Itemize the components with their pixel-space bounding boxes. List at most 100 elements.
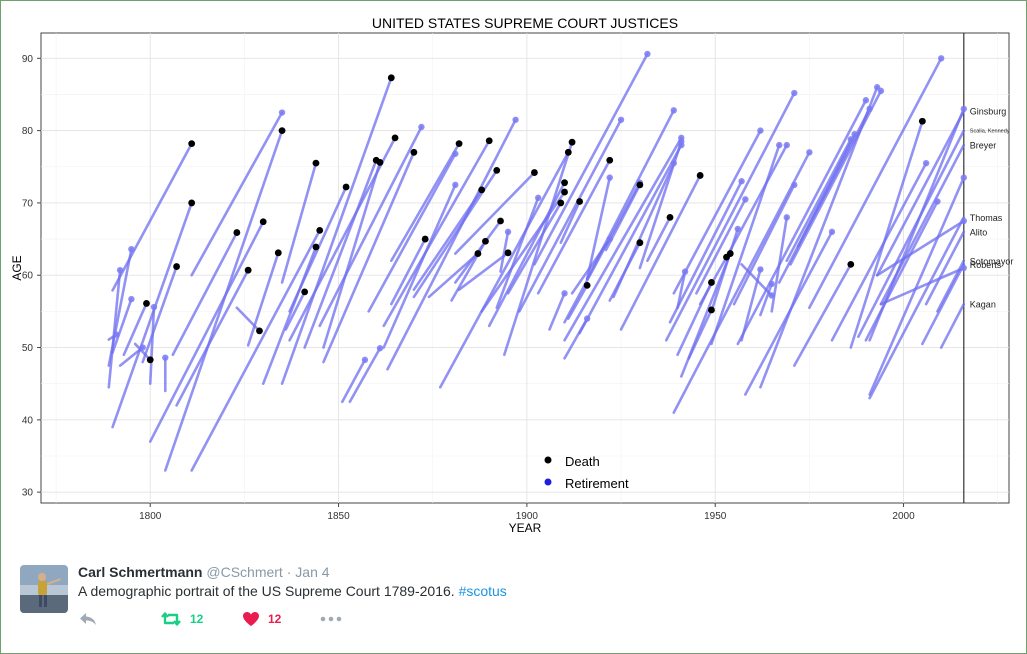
death-point <box>143 300 150 307</box>
death-point <box>301 288 309 296</box>
justice-tenure-line <box>280 161 318 284</box>
author-handle[interactable]: @CSchmert <box>206 564 283 580</box>
tweet-body: A demographic portrait of the US Supreme… <box>78 583 455 599</box>
retirement-point <box>877 87 885 95</box>
justice-tenure-line <box>849 119 924 349</box>
death-point <box>376 159 384 166</box>
justice-tenure-line <box>382 139 491 328</box>
retirement-point <box>806 149 813 156</box>
retirement-point <box>776 141 783 149</box>
retirement-point <box>847 136 855 143</box>
tweet-date[interactable]: Jan 4 <box>295 564 330 580</box>
retirement-point <box>452 181 459 189</box>
justice-tenure-line <box>318 125 423 328</box>
justice-tenure-line <box>808 57 943 310</box>
justice-tenure-line <box>563 181 642 324</box>
death-point <box>666 213 674 221</box>
reply-button[interactable] <box>78 611 98 627</box>
death-point <box>708 279 715 286</box>
chart-title: UNITED STATES SUPREME COURT JUSTICES <box>372 15 678 31</box>
justice-tenure-line <box>454 171 536 255</box>
retweet-button[interactable]: 12 <box>160 611 203 627</box>
justice-tenure-line <box>171 231 239 357</box>
retirement-point <box>128 295 135 303</box>
justice-tenure-line <box>118 346 144 367</box>
justice-tenure-line <box>759 282 774 317</box>
justice-tenure-line <box>133 342 152 362</box>
retirement-point <box>617 116 625 123</box>
retirement-point <box>561 290 568 297</box>
legend-retirement-label: Retirement <box>565 476 629 491</box>
current-justice-line <box>857 129 966 338</box>
justice-tenure-line <box>578 143 683 335</box>
death-point <box>173 263 180 270</box>
retirement-point <box>644 50 651 58</box>
justice-tenure-line <box>303 158 378 349</box>
chart-image: UNITED STATES SUPREME COURT JUSTICES 30 4… <box>10 15 1013 535</box>
retirement-point <box>361 356 369 364</box>
retirement-point <box>960 264 968 272</box>
x-tick-label: 1850 <box>327 511 350 522</box>
author-name[interactable]: Carl Schmertmann <box>78 564 203 580</box>
justice-tenure-line <box>107 268 122 389</box>
retirement-point <box>757 266 764 273</box>
justice-tenure-line <box>148 220 265 443</box>
justice-tenure-line <box>533 52 649 266</box>
current-justice-label: Roberts <box>970 260 1002 270</box>
death-point <box>847 260 855 268</box>
retirement-point <box>791 181 798 189</box>
justice-tenure-line <box>389 142 461 263</box>
retweet-count: 12 <box>190 612 204 626</box>
justice-tenure-line <box>499 230 510 273</box>
heart-icon <box>243 612 259 626</box>
x-tick-label: 1800 <box>139 511 162 522</box>
current-justice-line <box>939 302 966 349</box>
justice-tenure-line <box>175 268 250 407</box>
justice-tenure-line <box>548 292 566 331</box>
death-point <box>564 148 572 156</box>
retirement-point <box>828 228 836 236</box>
death-point <box>233 229 241 236</box>
justice-tenure-line <box>389 237 427 306</box>
grid <box>41 33 1009 503</box>
justice-tenure-line <box>736 98 868 346</box>
justice-tenure-line <box>796 132 856 248</box>
justice-tenure-line <box>122 302 148 357</box>
retirement-point <box>162 354 169 361</box>
justice-tenure-line <box>695 198 747 295</box>
retirement-point <box>278 109 286 116</box>
retirement-point <box>452 150 459 157</box>
retirement-point <box>512 116 519 123</box>
meta-separator: · <box>286 564 292 580</box>
death-point <box>244 266 252 274</box>
justice-tenure-line <box>190 111 284 277</box>
retirement-point <box>934 198 941 205</box>
justice-tenure-line <box>830 161 928 342</box>
justice-tenure-line <box>502 140 574 357</box>
like-button[interactable]: 12 <box>242 611 281 627</box>
retirement-point <box>866 105 873 113</box>
retirement-point <box>116 266 124 274</box>
more-button[interactable] <box>320 611 342 627</box>
justice-tenure-line <box>612 161 676 299</box>
death-point <box>421 235 429 243</box>
hashtag-link[interactable]: #scotus <box>458 583 507 599</box>
death-point <box>278 127 286 135</box>
retirement-point <box>960 217 968 225</box>
x-axis-label: YEAR <box>509 521 542 535</box>
retirement-point <box>150 303 158 311</box>
tweet-actions: 12 12 <box>78 611 378 631</box>
death-point <box>636 239 644 247</box>
retirement-point <box>376 345 384 352</box>
justice-tenure-line <box>111 297 133 354</box>
retirement-point <box>791 89 798 97</box>
retirement-point <box>113 331 120 338</box>
justice-tenure-line <box>740 263 774 297</box>
death-point <box>316 227 324 234</box>
justice-tenure-line <box>668 179 743 324</box>
current-justice-label: Kagan <box>970 300 996 310</box>
justice-tenure-line <box>367 152 457 313</box>
y-tick-label: 30 <box>22 488 34 499</box>
retirement-point <box>922 159 930 167</box>
avatar[interactable] <box>20 565 68 613</box>
